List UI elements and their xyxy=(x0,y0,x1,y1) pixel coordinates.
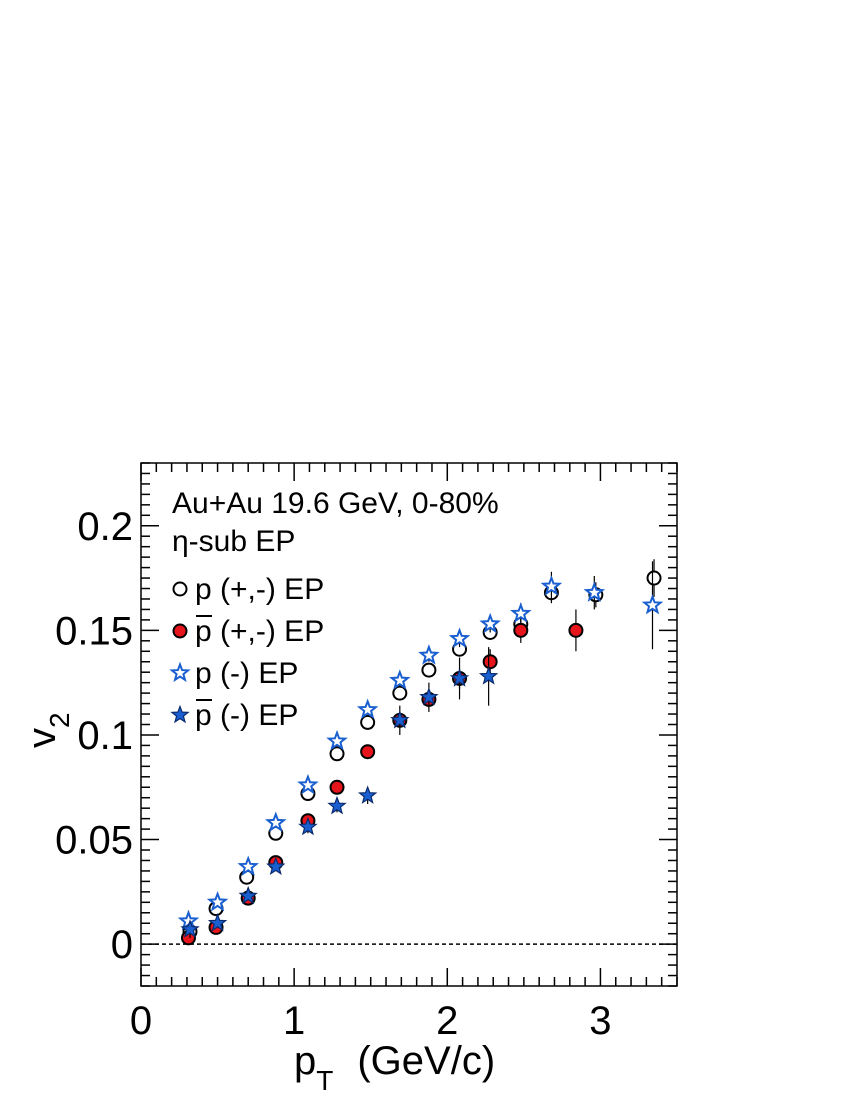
data-point xyxy=(327,795,347,815)
data-point xyxy=(360,714,376,730)
data-point xyxy=(206,890,229,912)
data-point xyxy=(421,662,437,678)
legend-marker xyxy=(172,623,188,639)
data-point xyxy=(583,581,606,602)
x-tick-label: 2 xyxy=(436,999,458,1043)
legend-label: p (-) EP xyxy=(195,657,298,690)
legend-entry-pbar-filled-star: p (-) EP xyxy=(170,699,298,732)
legend-entry-p-open-star: p (-) EP xyxy=(169,657,298,690)
x-axis-title: pT (GeV/c) xyxy=(294,1039,495,1096)
data-point xyxy=(478,666,499,685)
data-point xyxy=(329,746,345,762)
data-point xyxy=(207,913,228,932)
data-point xyxy=(419,687,439,706)
data-point xyxy=(646,570,662,586)
y-axis-title-sub: 2 xyxy=(44,712,75,728)
x-tick-label: 0 xyxy=(130,999,152,1043)
legend-label: p (-) EP xyxy=(195,699,298,732)
data-point xyxy=(449,668,470,687)
data-point xyxy=(568,622,584,638)
data-point xyxy=(482,654,498,670)
data-point xyxy=(237,855,259,876)
data-point xyxy=(540,575,563,596)
annotation-event-plane: η-sub EP xyxy=(172,525,295,558)
data-point xyxy=(264,811,287,832)
data-point xyxy=(448,627,471,648)
legend-marker xyxy=(170,704,190,724)
data-point xyxy=(298,816,318,836)
y-tick-label: 0.1 xyxy=(77,714,133,758)
data-points xyxy=(177,559,664,946)
data-point xyxy=(390,710,410,729)
legend-label: p (+,-) EP xyxy=(195,573,324,606)
legend: p (+,-) EP p (+,-) EP p (-) EP p (-) EP xyxy=(169,573,324,732)
y-tick-label: 0 xyxy=(111,923,133,967)
series-pbar-filled-star xyxy=(180,647,499,938)
data-point xyxy=(297,773,319,795)
y-tick-label: 0.15 xyxy=(55,609,133,653)
data-point xyxy=(392,685,408,701)
x-tick-label: 3 xyxy=(589,999,611,1043)
axis-ticks xyxy=(140,462,678,987)
axis-tick-labels: 0 1 2 3 0 0.05 0.1 0.15 0.2 xyxy=(55,505,611,1043)
y-tick-label: 0.2 xyxy=(77,505,133,549)
y-tick-label: 0.05 xyxy=(55,819,133,863)
data-point xyxy=(510,602,532,623)
legend-marker xyxy=(169,661,191,683)
data-point xyxy=(180,919,200,938)
data-point xyxy=(389,669,411,690)
data-point xyxy=(329,779,345,795)
data-point xyxy=(356,698,379,720)
data-point xyxy=(357,785,378,804)
x-axis-title-rest: (GeV/c) xyxy=(357,1039,495,1083)
x-tick-label: 1 xyxy=(283,999,305,1043)
legend-entry-p-open-circle: p (+,-) EP xyxy=(172,573,324,606)
data-point xyxy=(418,644,440,665)
data-point xyxy=(479,612,501,634)
data-point xyxy=(326,729,348,751)
y-axis-title: v2 xyxy=(20,712,75,748)
data-point xyxy=(266,856,286,875)
x-axis-title-main: p xyxy=(294,1039,316,1083)
data-point xyxy=(641,593,664,615)
data-point xyxy=(513,622,529,638)
data-point xyxy=(238,885,258,905)
x-axis-title-sub: T xyxy=(316,1065,333,1096)
legend-entry-pbar-filled-circle: p (+,-) EP xyxy=(172,615,324,648)
data-point xyxy=(360,744,376,760)
legend-marker xyxy=(172,581,188,597)
series-p-open-star xyxy=(177,561,664,932)
y-axis-title-main: v xyxy=(20,728,64,748)
legend-label: p (+,-) EP xyxy=(195,615,324,648)
annotation-energy-centrality: Au+Au 19.6 GeV, 0-80% xyxy=(172,487,499,520)
